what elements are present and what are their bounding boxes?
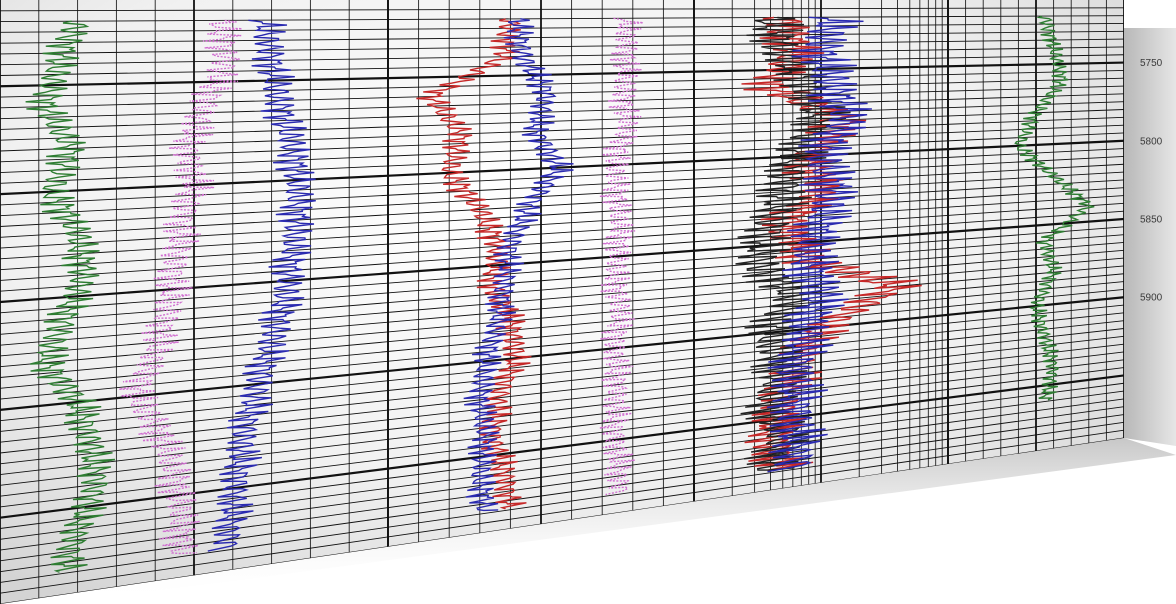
log-curves	[25, 15, 1095, 573]
log-curve-track1-2	[118, 19, 243, 555]
log-curve-track1-1	[25, 20, 116, 573]
grid-minor-depth-line	[0, 351, 1124, 486]
grid-minor-depth-line	[0, 367, 1124, 508]
grid-minor-depth-line	[0, 54, 1124, 76]
grid-minor-depth-line	[0, 382, 1124, 529]
grid-minor-depth-line	[0, 249, 1124, 346]
grid-minor-depth-line	[0, 328, 1124, 454]
log-grid	[0, 0, 1124, 604]
grid-major-depth-line	[0, 296, 1124, 411]
grid-minor-depth-line	[0, 15, 1124, 23]
grid-minor-depth-line	[0, 210, 1124, 292]
grid-minor-depth-line	[0, 312, 1124, 432]
grid-minor-depth-line	[0, 116, 1124, 163]
grid-minor-depth-line	[0, 109, 1124, 152]
grid-minor-depth-line	[0, 343, 1124, 476]
grid-minor-depth-line	[0, 38, 1124, 55]
paper-shadow	[0, 438, 1176, 604]
grid-minor-depth-line	[0, 421, 1124, 583]
log-curve-track2-3	[599, 17, 644, 496]
depth-tick-label: 5800	[1140, 136, 1163, 147]
depth-axis: 5750 5800 5850 5900	[1140, 58, 1163, 304]
grid-minor-depth-line	[0, 242, 1124, 335]
grid-minor-depth-line	[0, 320, 1124, 443]
grid-minor-depth-line	[0, 23, 1124, 33]
grid-minor-depth-line	[0, 288, 1124, 400]
log-curve-track1-3	[207, 19, 316, 552]
log-curve-track3-3	[766, 16, 872, 473]
depth-tick-label: 5850	[1140, 215, 1163, 226]
grid-minor-depth-line	[0, 257, 1124, 357]
grid-minor-depth-line	[0, 304, 1124, 422]
grid-minor-depth-line	[0, 163, 1124, 227]
depth-tick-label: 5750	[1140, 58, 1163, 69]
grid-minor-depth-line	[0, 69, 1124, 98]
grid-minor-depth-line	[0, 202, 1124, 281]
grid-minor-depth-line	[0, 93, 1124, 130]
grid-major-depth-line	[0, 61, 1124, 88]
grid-minor-depth-line	[0, 265, 1124, 368]
grid-minor-depth-line	[0, 226, 1124, 314]
grid-minor-depth-line	[0, 187, 1124, 260]
grid-minor-depth-line	[0, 273, 1124, 378]
grid-minor-depth-line	[0, 7, 1124, 12]
grid-minor-depth-line	[0, 281, 1124, 389]
grid-minor-depth-line	[0, 359, 1124, 497]
grid-minor-depth-line	[0, 46, 1124, 66]
grid-minor-depth-line	[0, 234, 1124, 325]
grid-minor-depth-line	[0, 30, 1124, 44]
grid-minor-depth-line	[0, 429, 1124, 594]
log-curve-track3-2	[735, 16, 851, 471]
grid-minor-depth-line	[0, 437, 1124, 604]
log-curve-track2-2	[463, 18, 574, 512]
grid-minor-depth-line	[0, 335, 1124, 465]
log-curve-track4-1	[1014, 15, 1095, 401]
depth-track-panel	[1124, 28, 1176, 446]
depth-tick-label: 5900	[1140, 293, 1163, 304]
grid-minor-depth-line	[0, 179, 1124, 249]
grid-minor-depth-line	[0, 406, 1124, 562]
log-curve-track2-1	[416, 18, 532, 510]
grid-minor-depth-line	[0, 77, 1124, 109]
grid-minor-depth-line	[0, 124, 1124, 174]
grid-minor-depth-line	[0, 85, 1124, 120]
